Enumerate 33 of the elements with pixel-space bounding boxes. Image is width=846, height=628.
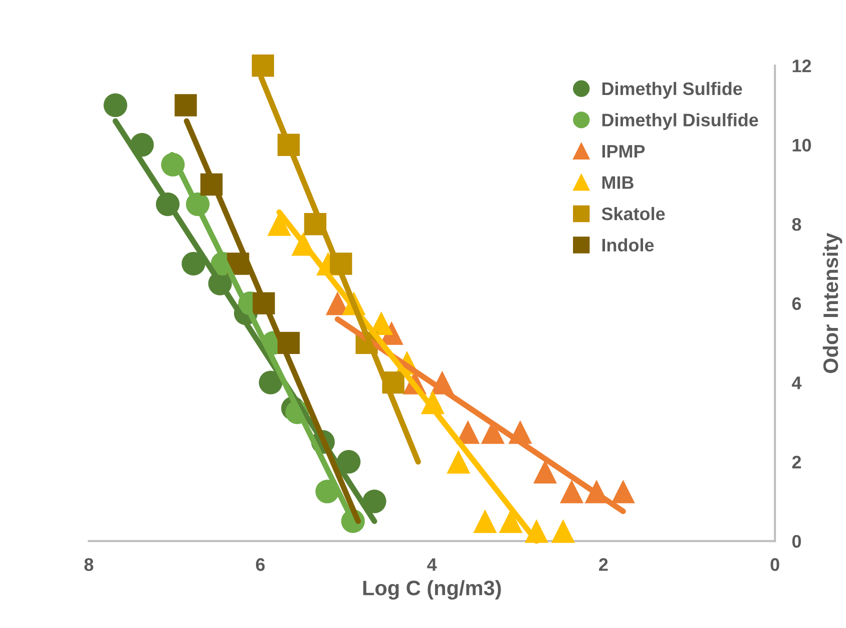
point — [104, 93, 128, 118]
x-tick-label: 2 — [599, 558, 608, 571]
y-tick-label: 2 — [792, 456, 801, 468]
point — [560, 480, 584, 504]
legend-label: MIB — [602, 176, 634, 189]
y-tick-label: 4 — [792, 376, 802, 390]
x-axis-title: Log C (ng/m3) — [363, 580, 501, 600]
y-axis-title: Odor Intensity — [822, 232, 842, 374]
legend-label: Skatole — [602, 206, 665, 220]
x-tick-label: 6 — [256, 558, 265, 571]
point — [258, 370, 282, 394]
y-tick-label: 8 — [792, 218, 802, 231]
legend-label: Indole — [602, 238, 654, 252]
point — [611, 480, 635, 504]
point — [533, 460, 557, 484]
y-tick-label: 6 — [792, 297, 801, 310]
point — [252, 54, 274, 77]
point — [456, 420, 480, 444]
y-tick-label: 0 — [792, 534, 801, 548]
legend-label: Dimethyl Disulfide — [602, 113, 758, 130]
point — [446, 450, 470, 474]
x-tick-label: 0 — [770, 558, 780, 571]
legend-label: Dimethyl Sulfide — [602, 82, 742, 99]
legend-label: IPMP — [602, 145, 645, 158]
point — [182, 252, 206, 276]
point — [473, 509, 497, 534]
point — [174, 94, 197, 116]
point — [498, 509, 523, 534]
x-tick-label: 4 — [427, 558, 437, 571]
x-tick-label: 8 — [84, 558, 94, 571]
y-tick-label: 10 — [792, 138, 811, 152]
point — [551, 519, 575, 543]
y-tick-label: 12 — [792, 60, 811, 72]
